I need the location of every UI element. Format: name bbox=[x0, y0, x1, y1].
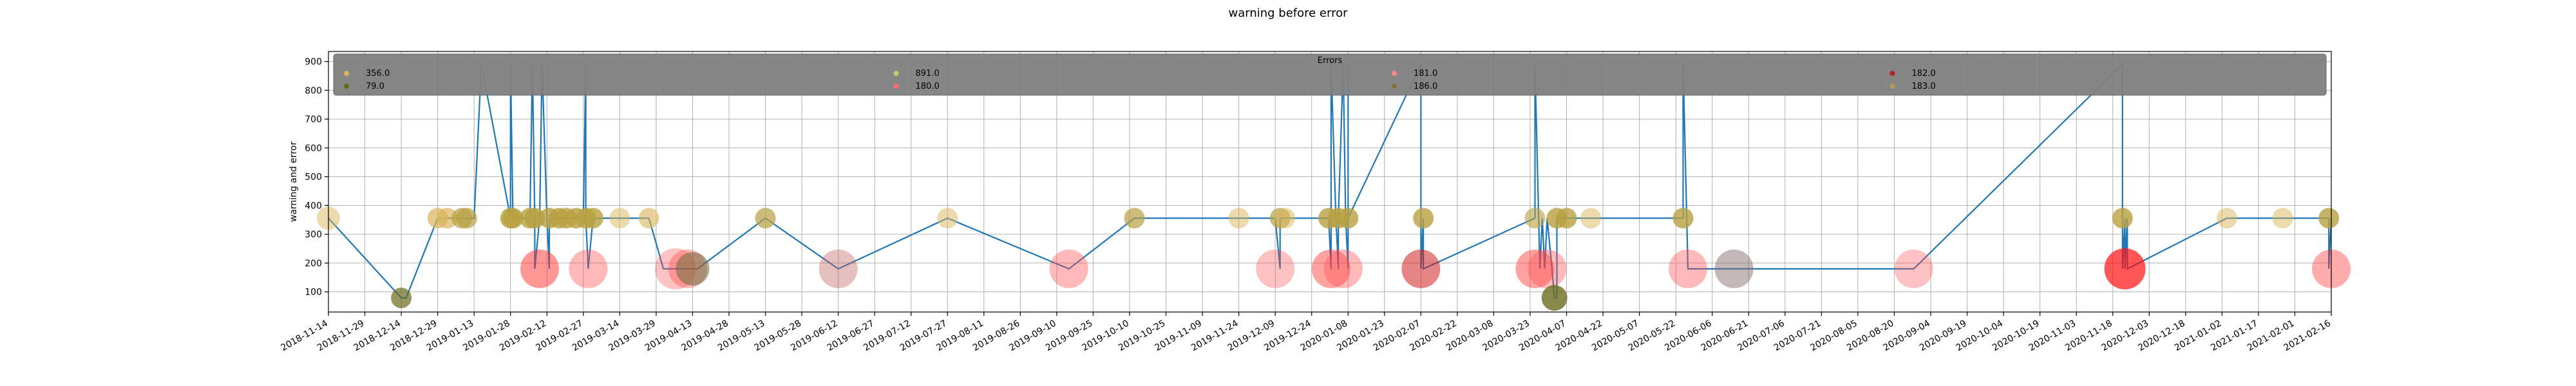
y-tick-label: 900 bbox=[305, 57, 322, 68]
scatter-point bbox=[1528, 249, 1567, 288]
scatter-point bbox=[437, 208, 458, 229]
legend-label: 182.0 bbox=[1912, 69, 1936, 78]
scatter-point bbox=[676, 252, 710, 286]
scatter-point bbox=[819, 249, 858, 288]
legend-box bbox=[333, 53, 2327, 96]
scatter-point bbox=[2216, 208, 2237, 229]
scatter-point bbox=[1124, 208, 1145, 229]
scatter-point bbox=[1672, 208, 1694, 229]
legend-label: 356.0 bbox=[366, 69, 390, 78]
legend-marker bbox=[1392, 71, 1397, 76]
y-tick-label: 200 bbox=[305, 259, 322, 269]
scatter-point bbox=[1714, 249, 1754, 288]
y-tick-label: 400 bbox=[305, 201, 322, 211]
scatter-point bbox=[609, 208, 630, 229]
scatter-point bbox=[1515, 249, 1555, 288]
legend-marker bbox=[1392, 84, 1397, 89]
legend-marker bbox=[344, 71, 349, 76]
scatter-point bbox=[1049, 249, 1088, 288]
scatter-point bbox=[1541, 285, 1567, 311]
scatter-point bbox=[2112, 208, 2133, 229]
legend-label: 186.0 bbox=[1414, 82, 1437, 91]
scatter-point bbox=[1256, 249, 1295, 288]
scatter-point bbox=[524, 208, 545, 229]
legend-label: 181.0 bbox=[1414, 69, 1437, 78]
scatter-point bbox=[1580, 208, 1602, 229]
scatter-point bbox=[1323, 249, 1363, 288]
legend-marker bbox=[1889, 71, 1895, 76]
y-tick-label: 700 bbox=[305, 115, 322, 125]
chart-title: warning before error bbox=[1228, 6, 1348, 20]
scatter-point bbox=[391, 288, 412, 309]
scatter-point bbox=[2318, 208, 2340, 229]
scatter-point bbox=[638, 208, 659, 229]
scatter-point bbox=[1894, 249, 1933, 288]
scatter-point bbox=[520, 249, 559, 288]
legend-title: Errors bbox=[1318, 56, 1343, 66]
scatter-point bbox=[456, 208, 477, 229]
y-tick-label: 600 bbox=[305, 143, 322, 154]
legend-marker bbox=[893, 71, 899, 76]
scatter-point bbox=[1669, 249, 1708, 288]
y-tick-label: 800 bbox=[305, 86, 322, 96]
scatter-point bbox=[2272, 208, 2293, 229]
scatter-point bbox=[502, 208, 524, 229]
y-axis-label: warning and error bbox=[289, 142, 299, 222]
scatter-point bbox=[1228, 208, 1249, 229]
legend-label: 79.0 bbox=[366, 82, 384, 91]
scatter-point bbox=[1556, 208, 1577, 229]
scatter-point bbox=[1274, 208, 1296, 229]
scatter-point bbox=[1338, 208, 1359, 229]
scatter-point bbox=[1524, 208, 1546, 229]
legend-label: 891.0 bbox=[916, 69, 940, 78]
scatter-points bbox=[317, 207, 2351, 311]
legend-label: 180.0 bbox=[916, 82, 940, 91]
legend-label: 183.0 bbox=[1912, 82, 1936, 91]
scatter-point bbox=[1401, 249, 1441, 288]
scatter-point bbox=[1413, 208, 1434, 229]
scatter-point bbox=[569, 249, 608, 288]
y-tick-label: 500 bbox=[305, 172, 322, 183]
scatter-point bbox=[1311, 249, 1350, 288]
scatter-point bbox=[2104, 248, 2146, 290]
legend-marker bbox=[1889, 84, 1895, 89]
y-tick-label: 100 bbox=[305, 288, 322, 298]
plot-frame bbox=[328, 51, 2332, 313]
axes: 1002003004005006007008009002018-11-14201… bbox=[279, 51, 2333, 353]
scatter-point bbox=[755, 208, 776, 229]
legend-marker bbox=[344, 84, 349, 89]
legend-marker bbox=[893, 84, 899, 89]
scatter-point bbox=[582, 208, 603, 229]
y-tick-label: 300 bbox=[305, 230, 322, 240]
legend: Errors 356.0 79.0 891.0 180.0 181.0 186.0 182.0… bbox=[333, 53, 2327, 96]
scatter-point bbox=[937, 208, 958, 229]
